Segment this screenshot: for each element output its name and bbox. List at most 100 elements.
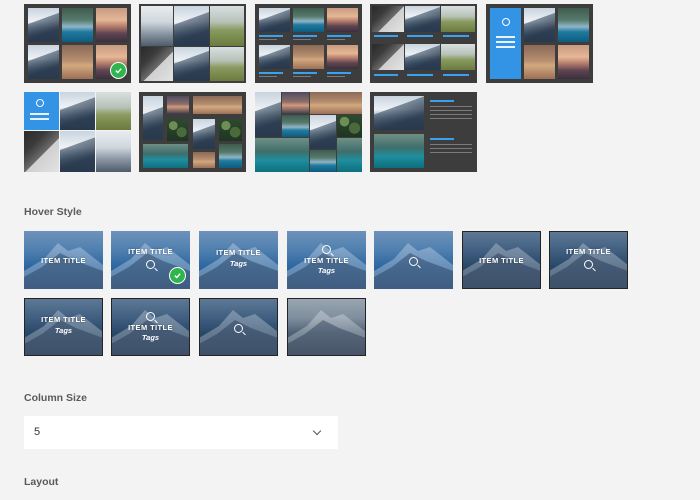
hover-style-option[interactable]: ITEM TITLE Tags — [199, 231, 278, 289]
hover-style-option[interactable]: ITEM TITLE — [24, 231, 103, 289]
mountain-photo — [199, 243, 278, 289]
layout-photo — [374, 134, 424, 168]
hover-selected-check-icon — [169, 267, 186, 284]
mountain-photo — [287, 310, 366, 356]
layout-photo — [60, 92, 95, 130]
zoom-icon — [146, 260, 155, 269]
layout-photo — [210, 6, 244, 46]
layout-option-grid[interactable] — [24, 4, 131, 83]
hover-style-option[interactable] — [199, 298, 278, 356]
item-title: ITEM TITLE — [41, 315, 86, 324]
layout-photo — [372, 44, 404, 70]
info-block — [490, 8, 521, 79]
layout-photo — [167, 119, 188, 141]
layout-photo — [524, 8, 555, 42]
item-tags: Tags — [317, 266, 336, 275]
layout-photo — [405, 6, 440, 32]
layout-photo — [143, 144, 188, 168]
column-size-value: 5 — [34, 426, 41, 438]
layout-photo — [293, 45, 324, 69]
zoom-icon — [146, 312, 155, 321]
chevron-down-icon — [312, 426, 322, 436]
item-title: ITEM TITLE — [566, 247, 611, 256]
layout-photo — [174, 6, 209, 46]
layout-photo — [174, 47, 209, 81]
layout-option-masonry-captions[interactable] — [370, 4, 477, 83]
layout-photo — [310, 115, 336, 149]
hover-style-option[interactable]: ITEM TITLE — [549, 231, 628, 289]
tile-frame — [199, 298, 278, 356]
layout-option-info-block[interactable] — [486, 4, 593, 83]
item-tags: Tags — [141, 333, 160, 342]
mountain-photo — [287, 243, 366, 289]
layout-photo — [372, 6, 404, 32]
layout-photo — [405, 44, 440, 70]
layout-photo — [337, 138, 362, 172]
layout-photo — [255, 138, 309, 172]
layout-option-mosaic-tight[interactable] — [255, 92, 362, 172]
tile-frame — [462, 231, 541, 289]
hover-style-label: Hover Style — [24, 206, 82, 218]
mountain-photo — [199, 310, 278, 356]
layout-photo — [219, 119, 242, 141]
layout-photo — [28, 45, 59, 79]
layout-photo — [558, 45, 589, 79]
layout-photo — [558, 8, 589, 42]
layout-photo — [141, 6, 173, 46]
zoom-icon — [409, 257, 418, 266]
hover-style-option[interactable]: ITEM TITLE Tags — [287, 231, 366, 289]
layout-photo — [193, 119, 215, 149]
item-tags: Tags — [229, 259, 248, 268]
item-tags: Tags — [54, 326, 73, 335]
layout-photo — [96, 92, 131, 130]
item-title: ITEM TITLE — [128, 323, 173, 332]
hover-style-option[interactable]: ITEM TITLE Tags — [111, 298, 190, 356]
layout-photo — [282, 92, 309, 114]
layout-photo — [62, 8, 93, 42]
zoom-icon — [322, 245, 331, 254]
item-title: ITEM TITLE — [304, 256, 349, 265]
layout-option-masonry[interactable] — [139, 4, 246, 83]
layout-option-mosaic[interactable] — [139, 92, 246, 172]
column-size-label: Column Size — [24, 392, 88, 404]
layout-photo — [441, 44, 475, 70]
item-title: ITEM TITLE — [128, 247, 173, 256]
layout-photo — [374, 96, 424, 130]
layout-photo — [259, 45, 290, 69]
hover-style-option[interactable]: ITEM TITLE Tags — [24, 298, 103, 356]
layout-photo — [24, 131, 59, 172]
layout-photo — [293, 8, 324, 32]
layout-photo — [337, 115, 362, 137]
layout-photo — [141, 47, 173, 81]
layout-photo — [282, 115, 309, 137]
hover-style-option[interactable]: ITEM TITLE — [462, 231, 541, 289]
layout-photo — [167, 96, 189, 114]
layout-photo — [219, 144, 242, 168]
layout-photo — [28, 8, 59, 42]
layout-option-list[interactable] — [370, 92, 477, 172]
layout-option-grid-captions[interactable] — [255, 4, 362, 83]
mountain-photo — [462, 243, 541, 289]
column-size-select[interactable]: 5 — [24, 416, 338, 449]
mountain-photo — [374, 243, 453, 289]
layout-photo — [327, 45, 358, 69]
layout-photo — [524, 45, 555, 79]
layout-label: Layout — [24, 476, 59, 488]
tile-frame — [24, 298, 103, 356]
layout-photo — [193, 152, 215, 168]
layout-photo — [310, 150, 336, 172]
item-title: ITEM TITLE — [41, 256, 86, 265]
hover-style-option[interactable] — [374, 231, 453, 289]
layout-photo — [96, 8, 127, 42]
layout-photo — [96, 131, 131, 172]
layout-photo — [310, 92, 362, 114]
zoom-icon — [234, 324, 243, 333]
mountain-photo — [24, 310, 103, 356]
layout-option-info-masonry[interactable] — [24, 92, 131, 172]
search-icon — [36, 99, 44, 107]
layout-photo — [62, 45, 93, 79]
layout-photo — [327, 8, 358, 32]
tile-frame — [287, 298, 366, 356]
layout-selected-check-icon — [110, 62, 127, 79]
hover-style-option[interactable] — [287, 298, 366, 356]
